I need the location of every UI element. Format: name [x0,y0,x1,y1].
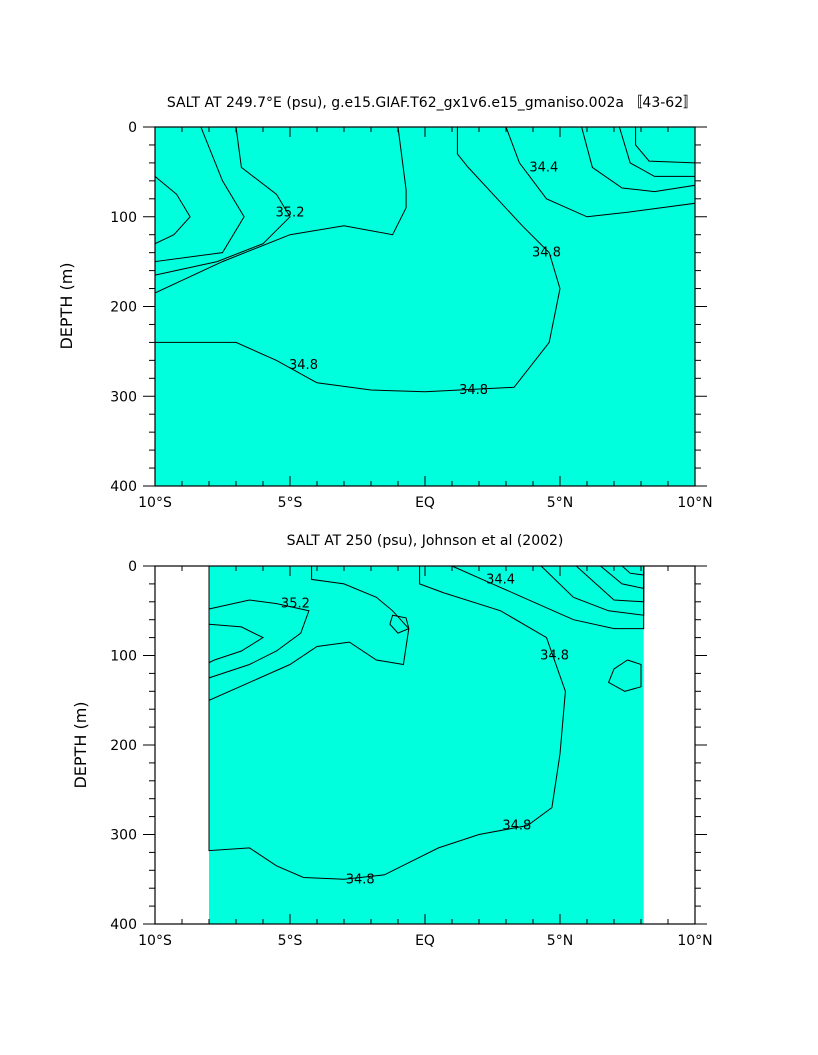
x-tick-label: 10°S [138,495,172,511]
contour-label: 34.8 [540,649,569,664]
x-tick-label: 10°S [138,933,172,949]
x-tick-label: 5°N [547,933,573,949]
y-tick-label: 400 [110,479,137,495]
y-tick-label: 300 [110,828,137,844]
top-panel-ticks: 10°S 5°S EQ 5°N 10°N 0 100 200 300 400 [110,120,712,511]
y-tick-label: 300 [110,389,137,405]
top-panel-contour-labels: 35.2 34.4 34.8 34.8 34.8 [276,160,561,398]
bottom-panel-regions [208,565,645,924]
top-panel-ylabel: DEPTH (m) [57,262,76,349]
x-tick-label: EQ [415,933,435,949]
salinity-background [209,566,644,924]
y-tick-label: 100 [110,649,137,665]
x-tick-label: 10°N [677,933,712,949]
salinity-region-2 [154,126,291,276]
y-tick-label: 100 [110,210,137,226]
x-tick-label: 5°N [547,495,573,511]
x-tick-label: 5°S [278,933,303,949]
x-tick-label: 10°N [677,495,712,511]
y-tick-label: 200 [110,300,137,316]
bottom-salinity-panel: SALT AT 250 (psu), Johnson et al (2002) … [71,533,713,949]
contour-label: 34.8 [346,872,375,887]
salinity-region-4 [389,614,410,634]
contour-label: 34.4 [529,160,558,175]
bottom-panel-title: SALT AT 250 (psu), Johnson et al (2002) [287,533,564,549]
salinity-region-2 [208,599,310,679]
bottom-panel-contour-labels: 35.2 34.4 34.8 34.8 34.8 [281,572,569,887]
salinity-region-3 [208,623,265,664]
salinity-region-1 [154,126,407,294]
top-salinity-panel: SALT AT 249.7°E (psu), g.e15.GIAF.T62_gx… [57,95,713,511]
contour-label: 35.2 [276,205,305,220]
y-tick-label: 0 [128,559,137,575]
salinity-background [155,127,695,486]
bottom-panel-ylabel: DEPTH (m) [71,701,90,788]
salinity-region-0 [208,565,566,880]
contour-label: 34.8 [502,819,531,834]
salinity-region-1 [208,565,410,702]
bottom-panel-ticks: 10°S 5°S EQ 5°N 10°N 0 100 200 300 400 [110,559,712,949]
salinity-region-0 [154,126,561,393]
top-panel-regions [154,126,696,486]
x-tick-label: EQ [415,495,435,511]
contour-label: 34.8 [532,246,561,261]
top-panel-title: SALT AT 249.7°E (psu), g.e15.GIAF.T62_gx… [167,95,697,111]
contour-label: 34.8 [289,358,318,373]
y-tick-label: 400 [110,917,137,933]
contour-label: 34.8 [459,383,488,398]
contour-label: 34.4 [486,572,515,587]
contour-label: 35.2 [281,597,310,612]
salinity-region-5 [607,659,642,692]
x-tick-label: 5°S [278,495,303,511]
y-tick-label: 200 [110,738,137,754]
y-tick-label: 0 [128,120,137,136]
